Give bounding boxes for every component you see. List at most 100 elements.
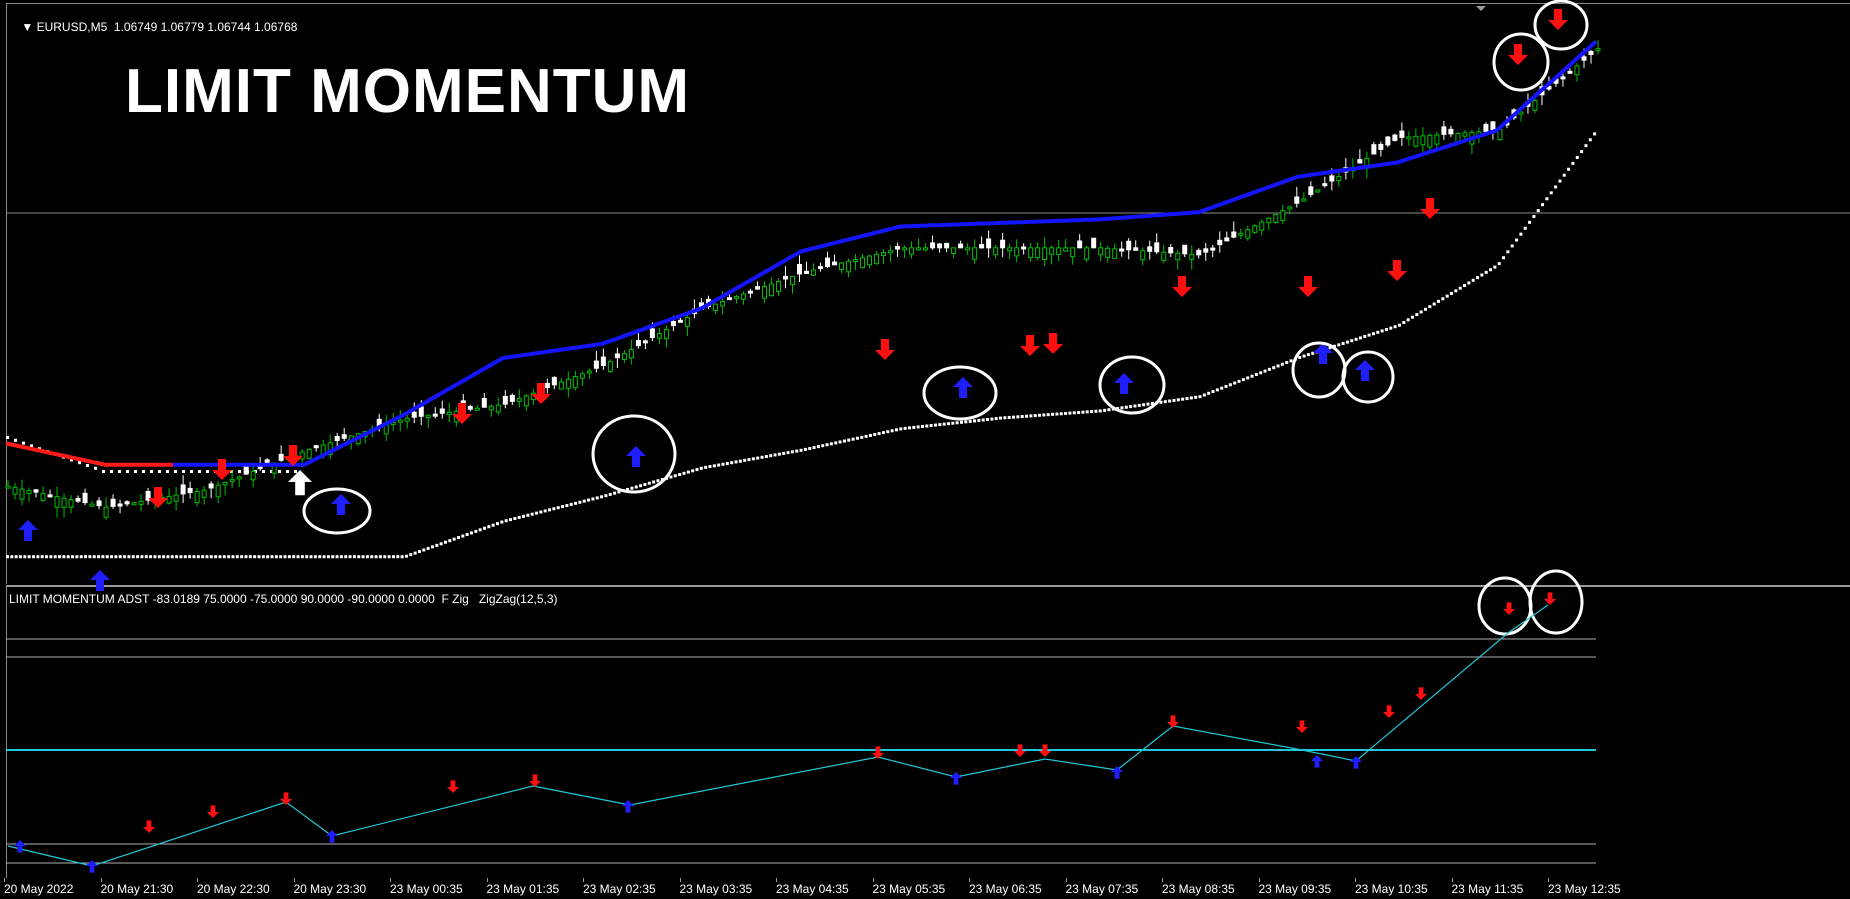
band-dot: [751, 457, 755, 461]
time-label: 23 May 05:35: [872, 882, 946, 896]
band-dot: [1410, 315, 1414, 319]
band-dot: [123, 555, 127, 559]
band-dot: [990, 417, 994, 421]
band-dot: [1311, 351, 1315, 355]
candle-body: [1392, 134, 1398, 141]
candle-body: [811, 269, 817, 276]
band-dot: [1059, 412, 1063, 416]
band-dot: [886, 430, 890, 434]
band-dot: [1441, 297, 1445, 301]
band-dot: [1463, 284, 1467, 288]
candle-body: [1581, 56, 1587, 61]
candle-body: [740, 293, 746, 300]
band-dot: [535, 511, 539, 515]
band-dot: [1081, 410, 1085, 414]
band-dot: [782, 451, 786, 455]
band-dot: [140, 555, 144, 559]
candle-body: [818, 266, 824, 270]
indicator-sell-arrow-icon: [529, 774, 541, 787]
time-label: 23 May 06:35: [969, 882, 1042, 896]
indicator-pane[interactable]: [6, 585, 1850, 880]
candle-body: [1056, 247, 1062, 255]
candle-body: [47, 494, 53, 498]
band-dot: [847, 438, 851, 442]
band-dot: [409, 553, 413, 557]
band-dot: [1502, 256, 1506, 260]
band-dot: [1029, 414, 1033, 418]
band-dot: [1272, 366, 1276, 370]
time-label: 23 May 12:35: [1548, 882, 1621, 896]
band-dot: [209, 555, 213, 559]
band-dot: [483, 526, 486, 530]
highlight-circle: [1341, 350, 1395, 404]
band-dot: [1103, 408, 1107, 412]
candle-body: [194, 490, 200, 504]
candle-body: [173, 494, 179, 502]
band-dot: [1038, 413, 1042, 417]
band-dot: [227, 555, 231, 559]
candle-body: [1168, 247, 1174, 254]
band-dot: [1450, 291, 1454, 295]
band-dot: [84, 555, 88, 559]
band-dot: [1341, 341, 1345, 345]
band-dot: [1146, 402, 1150, 406]
candle-body: [1294, 196, 1300, 204]
indicator-sell-arrow-icon: [1167, 715, 1179, 728]
candle-body: [782, 275, 788, 280]
band-dot: [1380, 329, 1384, 333]
band-dot: [903, 426, 907, 430]
band-dot: [1124, 405, 1128, 409]
band-dot: [158, 470, 161, 473]
time-tick: [1065, 878, 1067, 882]
candle-body: [411, 411, 417, 418]
candle-body: [944, 242, 950, 249]
price-pane[interactable]: [6, 3, 1850, 584]
band-dot: [118, 555, 122, 559]
band-dot: [920, 424, 924, 428]
band-dot: [97, 555, 101, 559]
candle-body: [761, 286, 767, 299]
band-dot: [114, 555, 118, 559]
candle-body: [972, 247, 978, 260]
band-dot: [491, 523, 495, 527]
candle-body: [1112, 248, 1118, 260]
candle-body: [1070, 247, 1076, 258]
band-dot: [102, 470, 105, 473]
band-dot: [313, 555, 317, 559]
candle-body: [1427, 134, 1433, 148]
band-dot: [40, 555, 44, 559]
band-dot: [339, 555, 343, 559]
band-dot: [231, 555, 235, 559]
highlight-circle: [1477, 576, 1533, 636]
band-dot: [294, 470, 297, 473]
band-dot: [1150, 402, 1154, 406]
candle-body: [846, 260, 852, 273]
band-dot: [198, 470, 201, 473]
sell-arrow-icon: [148, 487, 168, 508]
candle-body: [1308, 186, 1314, 196]
band-dot: [1532, 214, 1536, 218]
band-dot: [370, 555, 374, 559]
band-dot: [78, 461, 81, 465]
candle-body: [1140, 250, 1146, 261]
dropdown-triangle-icon[interactable]: ▼: [21, 20, 37, 34]
band-dot: [699, 466, 703, 470]
candle-body: [12, 487, 18, 495]
candle-body: [1182, 244, 1188, 255]
band-dot: [686, 470, 690, 474]
candle-body: [1259, 221, 1265, 231]
band-dot: [92, 555, 96, 559]
candle-body: [516, 398, 522, 402]
time-tick: [583, 878, 584, 882]
band-dot: [587, 498, 591, 502]
band-dot: [1541, 203, 1545, 207]
band-dot: [175, 555, 179, 559]
candle-body: [1091, 237, 1097, 249]
band-dot: [604, 494, 608, 498]
band-dot: [1168, 399, 1172, 403]
sell-arrows: [148, 9, 1568, 508]
band-dot: [1332, 344, 1336, 348]
ma-line-red: [5, 441, 173, 467]
time-tick: [197, 878, 198, 882]
